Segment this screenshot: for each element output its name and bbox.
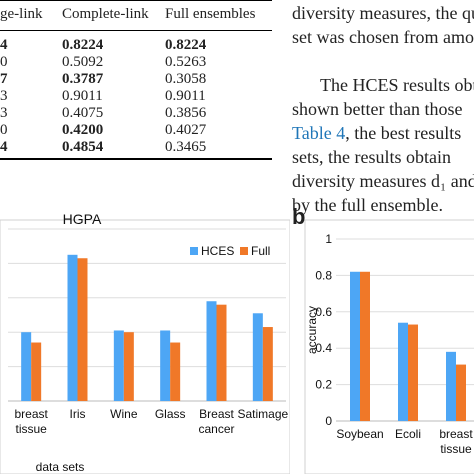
bar-hces: [21, 332, 32, 401]
panel-letter-b: b: [292, 204, 306, 229]
y-tick-label: 0.2: [315, 378, 332, 392]
text-line: shown better than those: [292, 99, 463, 119]
text-line: by the full ensemble.: [292, 195, 443, 215]
table-row: 0 0.4200 0.4027: [0, 122, 278, 142]
legend-label-hces: HCES: [201, 244, 234, 258]
y-tick-label: 0: [325, 414, 332, 428]
table-cell-single: 4: [0, 139, 8, 155]
table-cell-complete: 0.3787: [62, 71, 104, 87]
bar-full: [456, 364, 466, 421]
bar-hces: [67, 254, 78, 401]
bar-hces: [252, 313, 263, 401]
text-line: Table 4, the best results: [292, 123, 462, 143]
table-cell-complete: 0.4200: [62, 122, 104, 138]
chart-hgpa: HGPA breast tissue Iris Wine Glass Breast cance…: [0, 211, 290, 474]
x-tick-label: Satimage: [237, 407, 288, 421]
bar-full: [123, 332, 134, 401]
table-cell-single: 0: [0, 54, 8, 70]
table-row: 3 0.9011 0.9011: [0, 88, 278, 108]
x-tick-label: Soybean: [336, 427, 383, 441]
bar-hces: [160, 330, 171, 401]
table-cell-single: 3: [0, 105, 8, 121]
y-tick-label: 0.6: [315, 305, 332, 319]
x-tick-label: breast tissue: [14, 407, 48, 436]
chart-frame: [0, 219, 290, 474]
bar-full: [31, 342, 42, 401]
table-cell-full: 0.4027: [165, 122, 207, 138]
bar-full: [360, 271, 370, 421]
x-tick-label: Iris: [70, 407, 86, 421]
x-tick-label: Breast cancer: [198, 407, 234, 436]
chart-accuracy: 0 0.2 0.4 0.6 0.8 1 accuracy Soybean Ecoli breast…: [304, 219, 474, 474]
table-cell-single: 3: [0, 88, 8, 104]
bar-full: [216, 304, 227, 401]
table-cell-complete: 0.9011: [62, 88, 103, 104]
table-cell-full: 0.3058: [165, 71, 207, 87]
x-tick-label: Ecoli: [395, 427, 421, 441]
legend-swatch-hces: [190, 247, 198, 255]
table-top-rule: [0, 0, 272, 1]
y-tick-label: 1: [325, 232, 332, 246]
y-tick-label: 0.4: [315, 341, 332, 355]
table-cell-complete: 0.8224: [62, 37, 104, 53]
table-cell-full: 0.9011: [165, 88, 206, 104]
table-cell-full: 0.3465: [165, 139, 207, 155]
text-line: diversity measures d₁ and: [292, 171, 474, 191]
x-axis-label: data sets: [36, 460, 85, 474]
table-cell-full: 0.5263: [165, 54, 207, 70]
bar-hces: [350, 271, 360, 421]
x-tick-label: breast tissue: [439, 427, 473, 456]
table-row: 7 0.3787 0.3058: [0, 71, 278, 91]
text-line: diversity measures, the qu: [292, 3, 474, 23]
table-cell-full: 0.3856: [165, 105, 207, 121]
chart-frame: [304, 219, 474, 474]
chart-title: HGPA: [63, 211, 102, 227]
table-cell-single: 0: [0, 122, 8, 138]
legend-swatch-full: [240, 247, 248, 255]
bar-full: [170, 342, 181, 401]
table-row: 4 0.4854 0.3465: [0, 139, 278, 159]
legend-label-full: Full: [251, 244, 270, 258]
table-reference-link[interactable]: Table 4: [292, 123, 346, 143]
bar-hces: [113, 330, 124, 401]
table-header-single-link: ge-link: [0, 6, 43, 22]
y-axis-label: accuracy: [305, 306, 319, 354]
bar-hces: [206, 301, 217, 401]
x-tick-label: Wine: [110, 407, 138, 421]
table-row: 3 0.4075 0.3856: [0, 105, 278, 125]
x-tick-label: Glass: [155, 407, 186, 421]
bar-full: [77, 258, 88, 401]
table-cell-single: 4: [0, 37, 8, 53]
table-row: 4 0.8224 0.8224: [0, 37, 278, 57]
table-header-full-ensembles: Full ensembles: [165, 6, 256, 22]
y-tick-label: 0.8: [315, 268, 332, 282]
table-cell-complete: 0.4854: [62, 139, 104, 155]
results-table: ge-link Complete-link Full ensembles 4 0.…: [0, 0, 278, 160]
text-line: sets, the results obtain: [292, 147, 451, 167]
text-line: set was chosen from amo: [292, 27, 474, 47]
bar-hces: [398, 322, 408, 421]
text-line: The HCES results obt: [320, 75, 474, 95]
table-header-complete-link: Complete-link: [62, 6, 149, 22]
bar-hces: [446, 351, 456, 421]
table-cell-single: 7: [0, 71, 8, 87]
bar-full: [408, 324, 418, 421]
table-cell-full: 0.8224: [165, 37, 207, 53]
bar-full: [262, 327, 273, 401]
table-bottom-rule: [0, 158, 272, 160]
table-cell-complete: 0.5092: [62, 54, 104, 70]
table-header-rule: [0, 30, 272, 31]
table-cell-complete: 0.4075: [62, 105, 104, 121]
table-row: 0 0.5092 0.5263: [0, 54, 278, 74]
